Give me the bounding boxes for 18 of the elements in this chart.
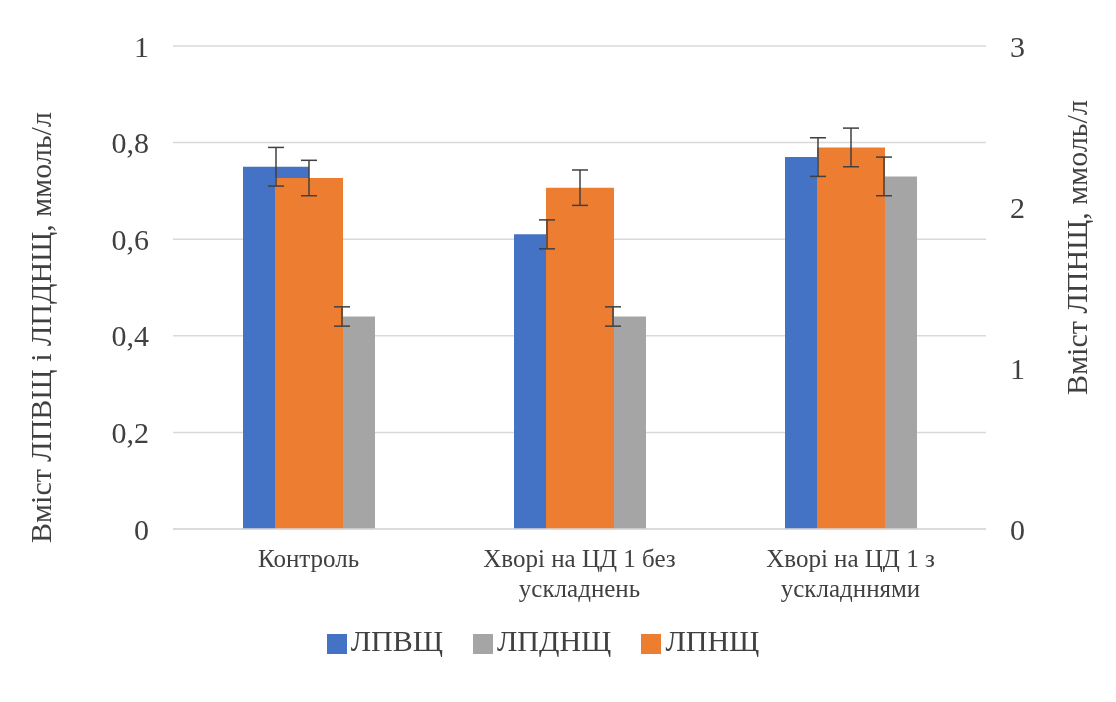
y-tick-label: 0,4: [111, 319, 149, 353]
x-tick-label: Хворі на ЦД 1 з ускладннями: [766, 545, 935, 602]
y-tick-label: 0,2: [111, 416, 149, 450]
y-tick-label: 1: [134, 29, 149, 63]
y2-axis-title: Вміст ЛПНЩ, ммоль/л: [1059, 100, 1093, 395]
y-tick-label: 0,8: [111, 126, 149, 160]
x-tick-label: Контроль: [257, 545, 360, 572]
y2-tick-label: 0: [1010, 512, 1025, 546]
y-axis-title: Вміст ЛПВЩ і ЛПДНЩ, ммоль/л: [23, 112, 57, 543]
y-tick-label: 0,6: [111, 222, 149, 256]
legend-label: ЛПВЩ: [350, 624, 443, 657]
y-tick-label: 0: [134, 512, 149, 546]
y2-tick-label: 2: [1010, 190, 1025, 224]
x-tick-label: Хворі на ЦД 1 без ускладнень: [483, 545, 676, 602]
legend-label: ЛПДНЩ: [496, 624, 612, 657]
legend-label: ЛПНЩ: [665, 624, 760, 657]
y2-tick-label: 1: [1010, 351, 1025, 385]
y2-tick-label: 3: [1010, 29, 1025, 63]
